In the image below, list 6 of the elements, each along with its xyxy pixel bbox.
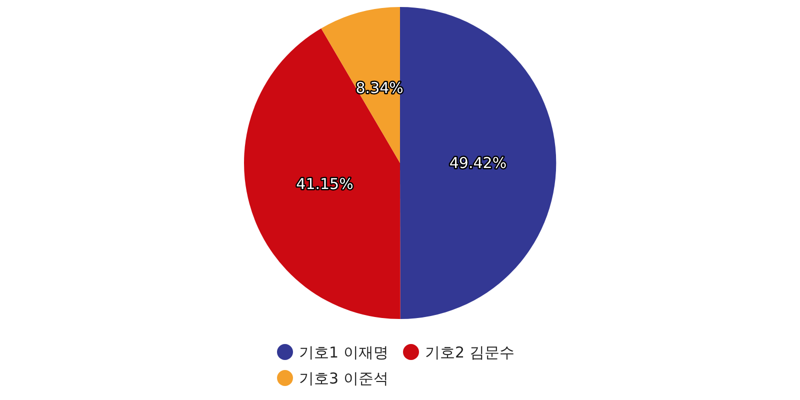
legend-label: 기호2 김문수 <box>425 343 514 362</box>
legend-label: 기호3 이준석 <box>299 369 388 388</box>
pie-slice <box>244 28 400 319</box>
legend-label: 기호1 이재명 <box>299 343 388 362</box>
data-label: 49.42% <box>449 154 507 172</box>
data-label: 41.15% <box>296 174 354 193</box>
